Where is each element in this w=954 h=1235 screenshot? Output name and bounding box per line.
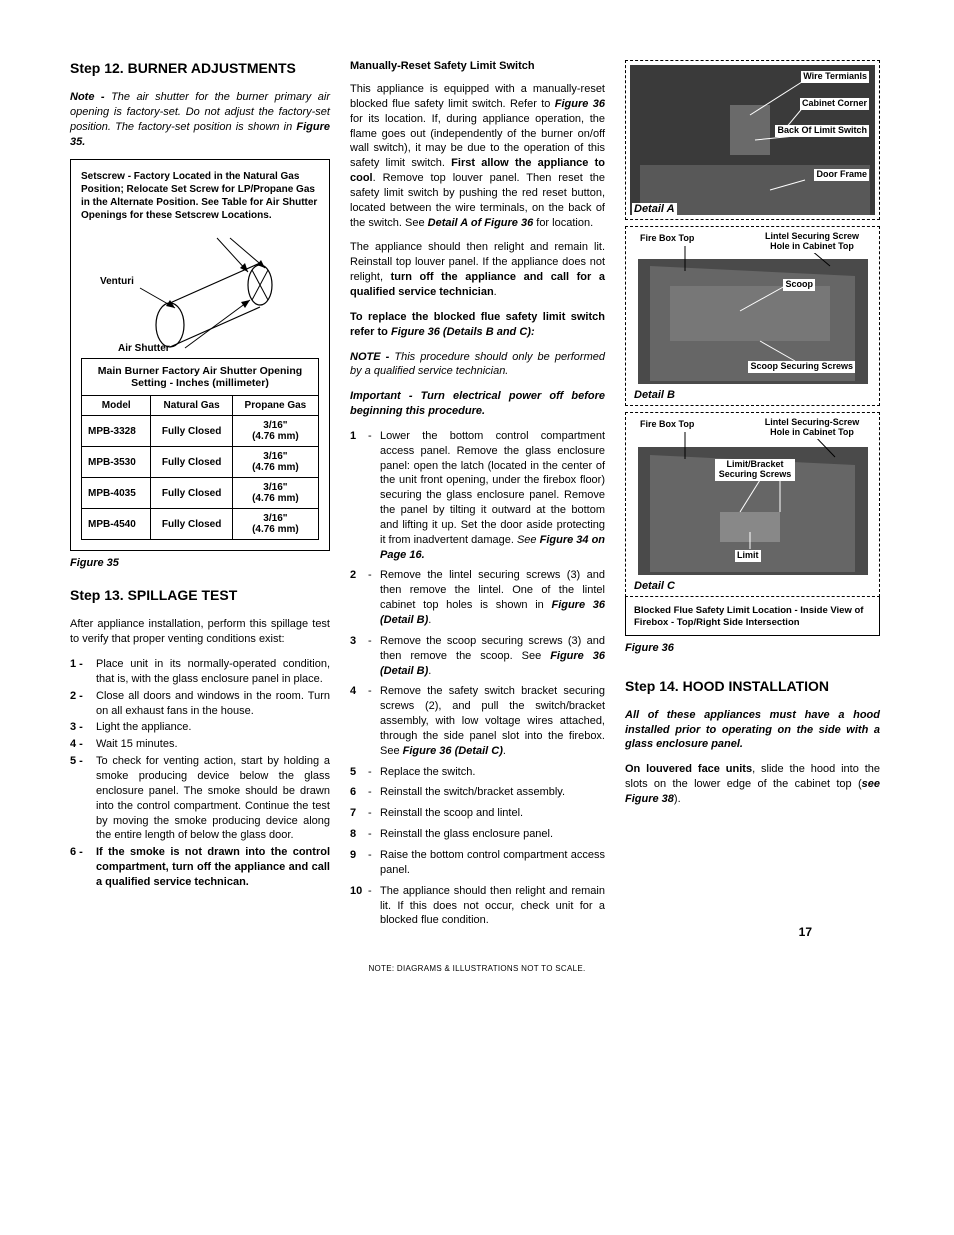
important-note: Important - Turn electrical power off be… [350, 389, 605, 419]
page-columns: Step 12. BURNER ADJUSTMENTS Note - The a… [70, 60, 884, 934]
venturi-svg [100, 230, 300, 350]
detail-b-panel: Fire Box Top Lintel Securing Screw Hole … [625, 226, 880, 406]
callout-limitbracket: Limit/Bracket Securing Screws [715, 459, 795, 481]
table-col-propane: Propane Gas [232, 396, 318, 416]
detail-c-panel: Fire Box Top Lintel Securing-Screw Hole … [625, 412, 880, 597]
callout-fireboxC: Fire Box Top [638, 419, 696, 431]
callout-fireboxB: Fire Box Top [638, 233, 696, 245]
detail-c-image: Fire Box Top Lintel Securing-Screw Hole … [630, 417, 875, 592]
callout-door: Door Frame [814, 169, 869, 181]
callout-lintelC: Lintel Securing-Screw Hole in Cabinet To… [757, 417, 867, 439]
step13-heading: Step 13. SPILLAGE TEST [70, 587, 330, 603]
detail-a-panel: Wire Termianls Cabinet Corner Back Of Li… [625, 60, 880, 220]
air-shutter-label: Air Shutter [118, 343, 170, 354]
detail-c-label: Detail C [632, 580, 677, 592]
note-lead: Note - [70, 91, 111, 103]
replace-lead: To replace the blocked flue safety limit… [350, 310, 605, 340]
page-number: 17 [799, 925, 812, 939]
table-row: MPB-4035 Fully Closed 3/16"(4.76 mm) [82, 478, 319, 509]
table-row: MPB-4540 Fully Closed 3/16"(4.76 mm) [82, 509, 319, 540]
procedure-list: 1-Lower the bottom control compartment a… [350, 429, 605, 928]
step12-heading: Step 12. BURNER ADJUSTMENTS [70, 60, 330, 76]
step12-note: Note - The air shutter for the burner pr… [70, 90, 330, 149]
column-2: Manually-Reset Safety Limit Switch This … [350, 60, 605, 934]
step14-p2: On louvered face units, slide the hood i… [625, 762, 880, 807]
step13-intro: After appliance installation, perform th… [70, 617, 330, 647]
figure-35-setscrew-note: Setscrew - Factory Located in the Natura… [81, 170, 319, 222]
callout-scoopscrews: Scoop Securing Screws [748, 361, 855, 373]
step14-heading: Step 14. HOOD INSTALLATION [625, 678, 880, 694]
air-shutter-table: Main Burner Factory Air Shutter Opening … [81, 358, 319, 540]
spillage-list: 1 -Place unit in its normally-operated c… [70, 657, 330, 890]
detail-b-image: Fire Box Top Lintel Securing Screw Hole … [630, 231, 875, 401]
column-1: Step 12. BURNER ADJUSTMENTS Note - The a… [70, 60, 330, 934]
figure-36-main-caption: Blocked Flue Safety Limit Location - Ins… [634, 605, 871, 629]
manual-reset-p1: This appliance is equipped with a manual… [350, 82, 605, 230]
detail-b-label: Detail B [632, 389, 677, 401]
figure-36-caption: Figure 36 [625, 642, 880, 654]
footer-note: NOTE: DIAGRAMS & ILLUSTRATIONS NOT TO SC… [70, 964, 884, 973]
table-col-model: Model [82, 396, 151, 416]
manual-reset-heading: Manually-Reset Safety Limit Switch [350, 60, 605, 72]
venturi-label: Venturi [100, 276, 134, 287]
venturi-diagram: Venturi Air Shutter [100, 230, 300, 350]
table-row: MPB-3328 Fully Closed 3/16"(4.76 mm) [82, 416, 319, 447]
table-title: Main Burner Factory Air Shutter Opening … [82, 359, 319, 396]
figure-35-box: Setscrew - Factory Located in the Natura… [70, 159, 330, 551]
callout-wire: Wire Termianls [801, 71, 869, 83]
callout-scoop: Scoop [783, 279, 815, 291]
callout-limit: Limit [735, 550, 761, 562]
callout-back: Back Of Limit Switch [775, 125, 869, 137]
callout-lintelB: Lintel Securing Screw Hole in Cabinet To… [757, 231, 867, 253]
manual-reset-p2: The appliance should then relight and re… [350, 240, 605, 299]
column-3: Wire Termianls Cabinet Corner Back Of Li… [625, 60, 880, 934]
detail-a-image: Wire Termianls Cabinet Corner Back Of Li… [630, 65, 875, 215]
callout-cabinet: Cabinet Corner [800, 98, 869, 110]
table-row: MPB-3530 Fully Closed 3/16"(4.76 mm) [82, 447, 319, 478]
table-col-natural: Natural Gas [151, 396, 232, 416]
figure-35-caption: Figure 35 [70, 557, 330, 569]
detail-a-label: Detail A [632, 203, 677, 215]
step14-p1: All of these appliances must have a hood… [625, 708, 880, 753]
note2: NOTE - This procedure should only be per… [350, 350, 605, 380]
